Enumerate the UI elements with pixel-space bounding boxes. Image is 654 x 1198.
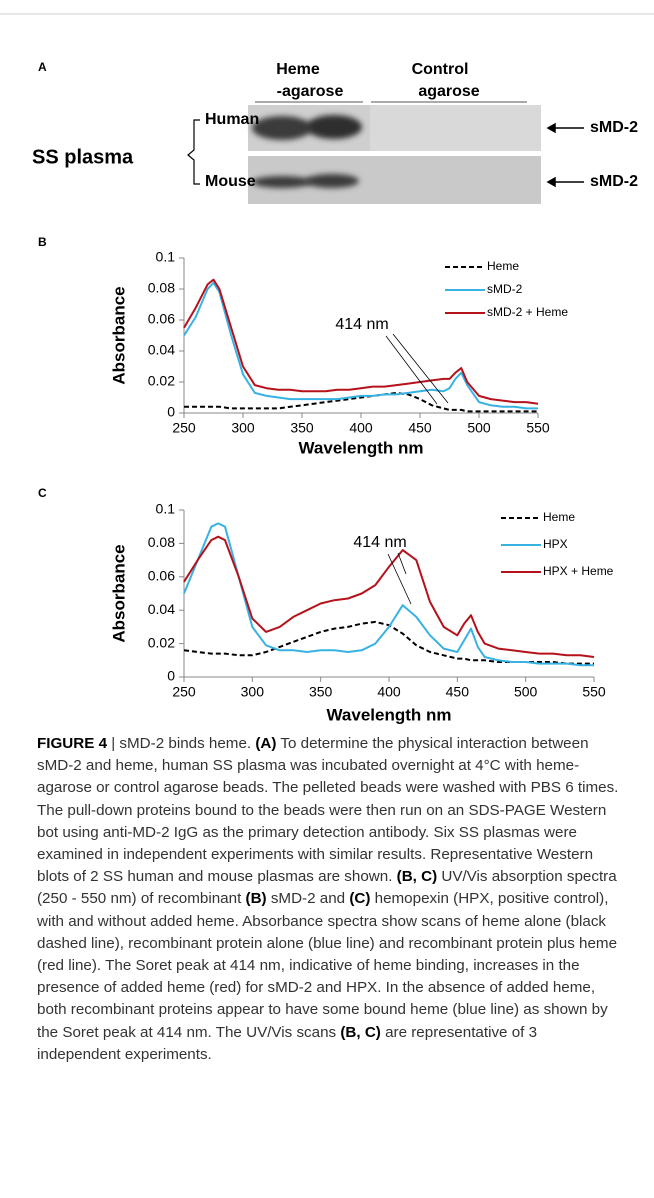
arrow-label: sMD-2 [590,119,638,136]
annotation: 414 nm [353,534,406,551]
caption-text: To determine the physical interaction be… [37,735,618,885]
x-tick-label: 300 [231,420,255,436]
band [252,176,312,188]
caption: FIGURE 4 | sMD-2 binds heme. (A) To dete… [37,733,622,1066]
x-tick-label: 550 [526,420,550,436]
y-tick-label: 0.06 [148,311,175,327]
x-tick-label: 250 [172,420,196,436]
annotation-pointer [398,553,406,574]
x-tick-label: 400 [377,684,401,700]
legend-label: Heme [487,259,519,273]
lane-header: agarose [418,83,479,100]
y-tick-label: 0.1 [156,249,176,265]
caption-text: (A) [255,735,276,752]
caption-text: sMD-2 and [267,890,350,907]
x-tick-label: 500 [514,684,538,700]
y-tick-label: 0.04 [148,342,175,358]
band [252,116,312,140]
arrow-label: sMD-2 [590,173,638,190]
band [306,115,362,139]
x-tick-label: 350 [309,684,333,700]
caption-text: (B, C) [340,1024,381,1041]
x-tick-label: 450 [446,684,470,700]
page: {"panel_a": {"label": "A", "heme_header"… [0,0,654,1198]
x-tick-label: 250 [172,684,196,700]
row-label: Human [205,111,259,128]
caption-text: (B) [246,890,267,907]
lane-header: Control [412,61,469,78]
y-tick-label: 0 [167,404,175,420]
figure: A Heme -agarose Control agarose Human Mo… [0,0,654,725]
arrow [548,124,584,186]
y-tick-label: 0.02 [148,373,175,389]
caption-text: FIGURE 4 [37,735,107,752]
row-label: Mouse [205,173,256,190]
x-tick-label: 550 [582,684,606,700]
x-tick-label: 400 [349,420,373,436]
x-tick-label: 350 [290,420,314,436]
y-tick-label: 0.04 [148,601,175,617]
series-line [184,537,594,657]
legend-label: HPX + Heme [543,564,614,578]
caption-text: | sMD-2 binds heme. [107,735,255,752]
series-line [184,280,538,404]
y-axis-label: Absorbance [109,286,128,384]
x-axis-label: Wavelength nm [299,438,424,457]
lane-header: Heme [276,61,320,78]
legend-label: sMD-2 [487,282,523,296]
annotation-pointer [388,554,411,604]
panel-label: A [38,60,47,74]
legend-label: sMD-2 + Heme [487,305,568,319]
panel-label: B [38,235,47,249]
x-tick-label: 450 [408,420,432,436]
x-tick-label: 500 [467,420,491,436]
y-axis-label: Absorbance [109,544,128,642]
y-tick-label: 0.08 [148,280,175,296]
bracket [188,120,200,184]
y-tick-label: 0.08 [148,534,175,550]
y-tick-label: 0 [167,668,175,684]
legend-label: HPX [543,537,568,551]
lane-header: -agarose [277,83,344,100]
y-tick-label: 0.02 [148,634,175,650]
annotation: 414 nm [335,316,388,333]
group-label: SS plasma [32,146,134,168]
caption-text: hemopexin (HPX, positive control), with … [37,890,617,1040]
caption-text: (C) [349,890,370,907]
y-tick-label: 0.1 [156,501,176,517]
x-tick-label: 300 [241,684,265,700]
panel-label: C [38,486,47,500]
legend-label: Heme [543,510,575,524]
y-tick-label: 0.06 [148,568,175,584]
band [305,174,359,188]
caption-text: (B, C) [397,868,438,885]
x-axis-label: Wavelength nm [327,705,452,724]
